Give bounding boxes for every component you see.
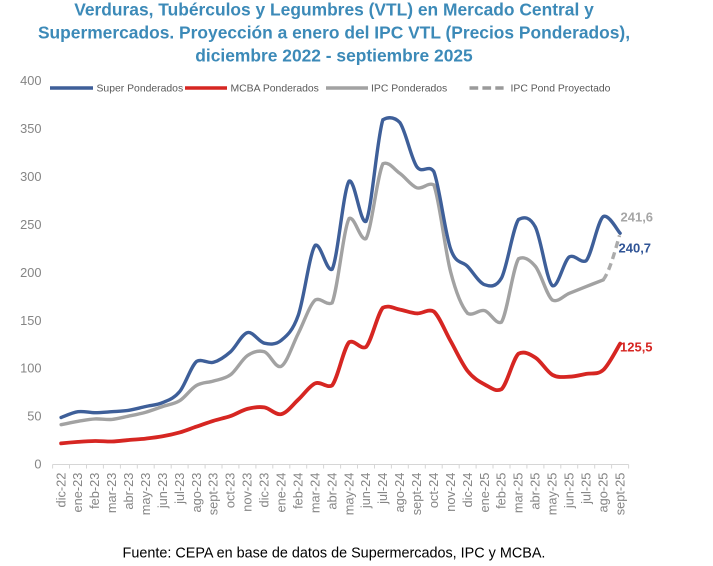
svg-text:mar-24: mar-24 xyxy=(307,473,322,514)
svg-text:oct-24: oct-24 xyxy=(426,473,441,509)
svg-text:IPC Ponderados: IPC Ponderados xyxy=(371,84,447,95)
svg-text:may-25: may-25 xyxy=(545,473,560,516)
svg-text:350: 350 xyxy=(20,121,41,136)
svg-text:Super Ponderados: Super Ponderados xyxy=(97,84,184,95)
svg-text:ene-23: ene-23 xyxy=(70,473,85,513)
svg-text:jun-25: jun-25 xyxy=(562,473,577,510)
svg-text:may-23: may-23 xyxy=(138,473,153,516)
svg-text:nov-23: nov-23 xyxy=(240,473,255,512)
svg-text:MCBA Ponderados: MCBA Ponderados xyxy=(231,84,319,95)
svg-text:dic-22: dic-22 xyxy=(53,473,68,508)
svg-text:jun-23: jun-23 xyxy=(155,473,170,510)
svg-text:feb-23: feb-23 xyxy=(87,473,102,509)
svg-text:sept-23: sept-23 xyxy=(206,473,221,516)
svg-text:Fuente: CEPA en base de datos: Fuente: CEPA en base de datos de Superme… xyxy=(123,546,546,562)
svg-text:may-24: may-24 xyxy=(341,473,356,516)
svg-text:diciembre 2022 - septiembre 20: diciembre 2022 - septiembre 2025 xyxy=(195,46,473,66)
svg-text:dic-24: dic-24 xyxy=(460,473,475,508)
svg-text:jul-24: jul-24 xyxy=(375,473,390,505)
svg-text:240,7: 240,7 xyxy=(619,241,652,256)
svg-text:abr-24: abr-24 xyxy=(324,473,339,510)
svg-text:sept-25: sept-25 xyxy=(612,473,627,516)
svg-text:jul-23: jul-23 xyxy=(172,473,187,505)
svg-text:150: 150 xyxy=(20,313,41,328)
svg-text:nov-24: nov-24 xyxy=(443,473,458,512)
svg-text:300: 300 xyxy=(20,169,41,184)
svg-text:abr-23: abr-23 xyxy=(121,473,136,510)
svg-text:feb-25: feb-25 xyxy=(494,473,509,509)
svg-text:ago-24: ago-24 xyxy=(392,473,407,513)
svg-text:ago-25: ago-25 xyxy=(595,473,610,513)
svg-text:abr-25: abr-25 xyxy=(528,473,543,510)
svg-text:50: 50 xyxy=(27,409,41,424)
svg-text:0: 0 xyxy=(34,457,41,472)
svg-text:ago-23: ago-23 xyxy=(189,473,204,513)
svg-text:Supermercados. Proyección a en: Supermercados. Proyección a enero del IP… xyxy=(38,23,630,43)
svg-text:sept-24: sept-24 xyxy=(409,473,424,516)
svg-text:125,5: 125,5 xyxy=(620,340,653,355)
svg-text:241,6: 241,6 xyxy=(621,210,654,225)
svg-text:Verduras, Tubérculos y Legumbr: Verduras, Tubérculos y Legumbres (VTL) e… xyxy=(74,0,594,20)
svg-text:250: 250 xyxy=(20,217,41,232)
svg-text:200: 200 xyxy=(20,265,41,280)
svg-text:100: 100 xyxy=(20,361,41,376)
svg-text:feb-24: feb-24 xyxy=(290,473,305,509)
svg-text:400: 400 xyxy=(20,73,41,88)
svg-text:IPC Pond Proyectado: IPC Pond Proyectado xyxy=(511,84,611,95)
svg-text:dic-23: dic-23 xyxy=(257,473,272,508)
svg-text:mar-25: mar-25 xyxy=(511,473,526,514)
svg-text:mar-23: mar-23 xyxy=(104,473,119,514)
svg-text:jul-25: jul-25 xyxy=(578,473,593,505)
svg-text:ene-25: ene-25 xyxy=(477,473,492,513)
svg-text:jun-24: jun-24 xyxy=(358,473,373,510)
svg-text:oct-23: oct-23 xyxy=(223,473,238,509)
svg-text:ene-24: ene-24 xyxy=(274,473,289,513)
